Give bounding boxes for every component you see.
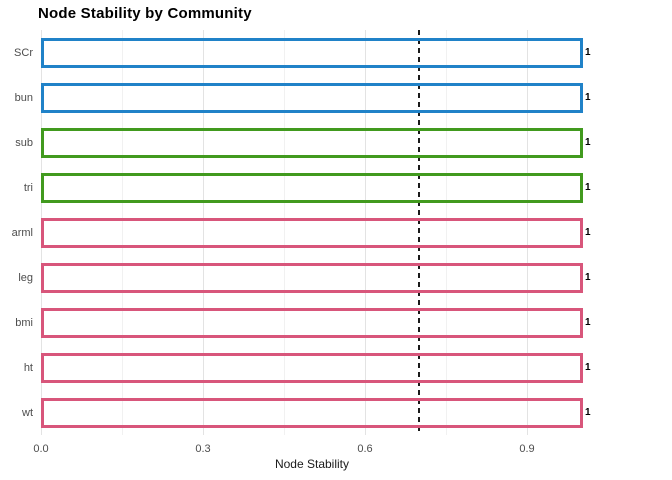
gridline-minor bbox=[122, 30, 123, 435]
gridline-major bbox=[527, 30, 528, 435]
y-tick-label-bmi: bmi bbox=[15, 316, 33, 329]
plot-panel: 1 1 1 1 1 1 1 1 1 bbox=[41, 30, 591, 435]
bar-value-label: 1 bbox=[585, 46, 591, 58]
bar-value-label: 1 bbox=[585, 361, 591, 373]
bar-arml bbox=[41, 217, 583, 248]
chart-title: Node Stability by Community bbox=[38, 5, 252, 22]
bar-value-label: 1 bbox=[585, 181, 591, 193]
gridline-major bbox=[203, 30, 204, 435]
bar-ht bbox=[41, 352, 583, 383]
y-tick-label-sub: sub bbox=[15, 136, 33, 149]
x-tick-label-0.6: 0.6 bbox=[357, 443, 373, 455]
y-tick-label-arml: arml bbox=[11, 226, 33, 239]
bar-wt bbox=[41, 397, 583, 428]
bar-value-label: 1 bbox=[585, 136, 591, 148]
x-axis-title: Node Stability bbox=[274, 457, 350, 471]
y-tick-label-SCr: SCr bbox=[14, 46, 33, 59]
reference-line bbox=[418, 30, 420, 435]
bar-tri bbox=[41, 172, 583, 203]
x-tick-label-0.3: 0.3 bbox=[195, 443, 211, 455]
bar-leg bbox=[41, 262, 583, 293]
bar-bmi bbox=[41, 307, 583, 338]
bar-bun bbox=[41, 82, 583, 113]
y-tick-label-wt: wt bbox=[22, 406, 33, 419]
bar-value-label: 1 bbox=[585, 406, 591, 418]
bar-value-label: 1 bbox=[585, 226, 591, 238]
bar-value-label: 1 bbox=[585, 271, 591, 283]
gridline-minor bbox=[284, 30, 285, 435]
y-tick-label-ht: ht bbox=[23, 361, 33, 374]
y-tick-label-tri: tri bbox=[23, 181, 33, 194]
gridline-major bbox=[365, 30, 366, 435]
bar-value-label: 1 bbox=[585, 316, 591, 328]
bar-value-label: 1 bbox=[585, 91, 591, 103]
y-tick-label-leg: leg bbox=[18, 271, 33, 284]
bar-sub bbox=[41, 127, 583, 158]
bar-SCr bbox=[41, 37, 583, 68]
y-tick-label-bun: bun bbox=[14, 91, 33, 104]
x-tick-label-0.9: 0.9 bbox=[519, 443, 535, 455]
x-tick-label-0.0: 0.0 bbox=[33, 443, 49, 455]
gridline-minor bbox=[446, 30, 447, 435]
